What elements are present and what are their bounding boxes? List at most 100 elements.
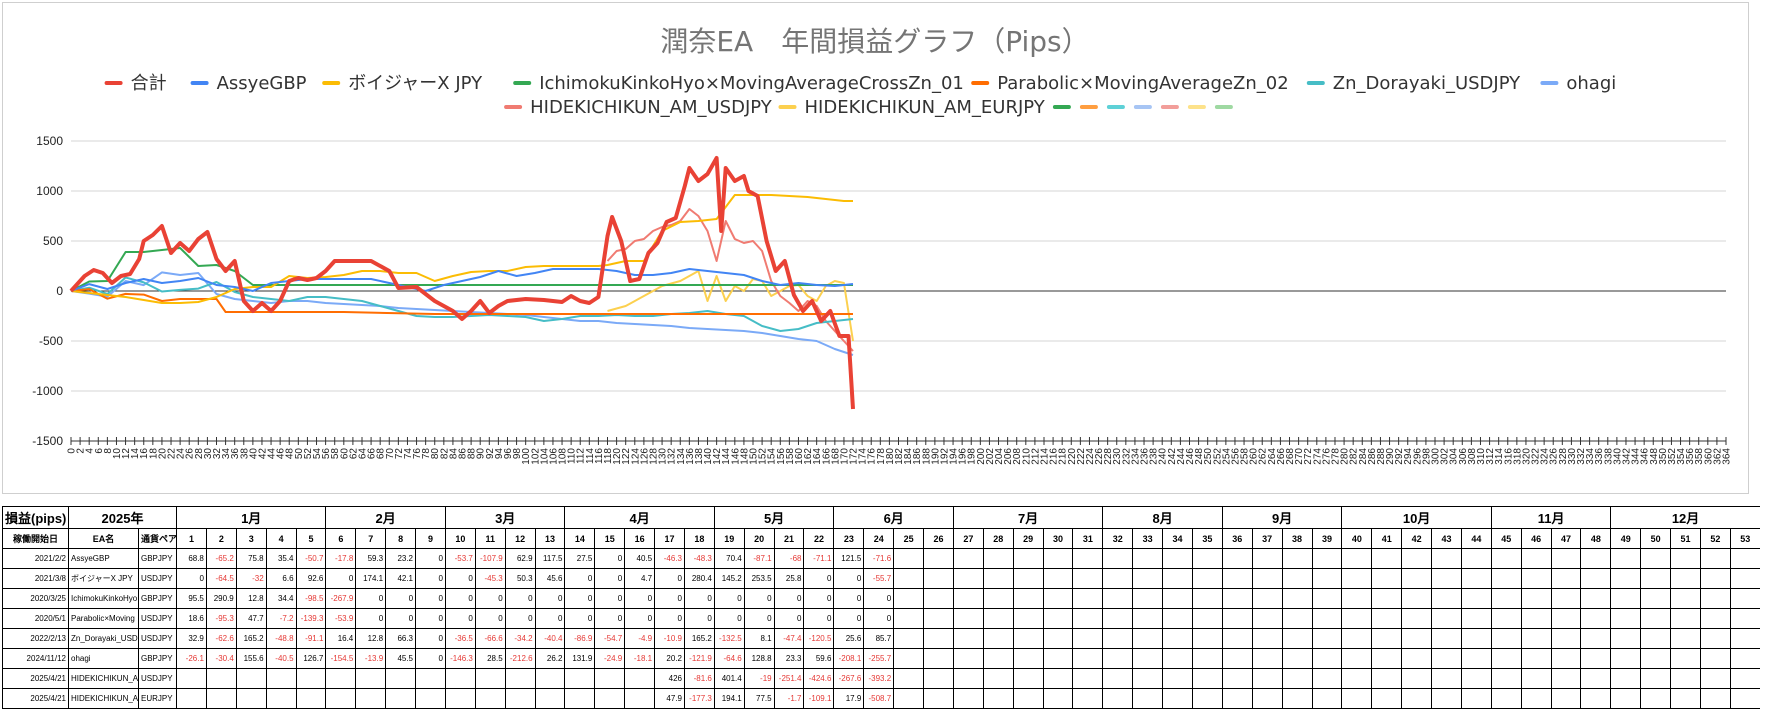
pips-cell: 0 (594, 548, 626, 569)
pips-cell: 4.7 (624, 568, 656, 589)
pips-cell (1102, 648, 1134, 669)
pips-cell (1341, 688, 1373, 709)
x-tick-label: 26 (185, 448, 196, 460)
pips-cell (1580, 668, 1612, 689)
pips-cell: -208.1 (833, 648, 865, 669)
x-tick-label: 218 (1058, 448, 1069, 465)
pips-cell (1132, 668, 1164, 689)
pips-cell: 85.7 (863, 628, 895, 649)
start-date-cell: 2021/2/2 (2, 548, 69, 569)
week-header: 48 (1580, 528, 1612, 549)
chart-container: 潤奈EA 年間損益グラフ（Pips） 合計 AssyeGBP ボイジャーX JPY I… (2, 2, 1749, 494)
pips-cell: 426 (654, 668, 685, 689)
pips-cell (1610, 548, 1642, 569)
pips-cell (1132, 688, 1164, 709)
pips-cell: 59.3 (355, 548, 387, 569)
table-row: 2025/4/21 HIDEKICHIKUN_A EURJPY 47.9 -177.3 1… (2, 688, 1760, 709)
x-tick-label: 298 (1421, 448, 1432, 465)
pips-cell (176, 668, 207, 689)
pips-cell (1610, 648, 1642, 669)
x-tick-label: 4 (85, 448, 96, 454)
table-row: 2020/3/25 IchimokuKinkoHyo GBPJPY 95.5 290.9… (2, 588, 1760, 609)
week-header: 12 (504, 528, 536, 549)
pips-cell: 0 (444, 588, 476, 609)
pips-cell: 70.4 (713, 548, 745, 569)
pips-cell (923, 608, 954, 629)
month-header: 10月 (1341, 506, 1492, 529)
x-tick-label: 82 (439, 448, 450, 460)
pips-cell (1191, 688, 1223, 709)
pips-cell (1162, 548, 1193, 569)
pips-cell: 131.9 (564, 648, 596, 669)
pips-cell (1162, 688, 1193, 709)
x-tick-label: 330 (1567, 448, 1578, 465)
chart-series (69, 156, 855, 410)
pips-cell: -139.3 (295, 608, 327, 629)
pips-cell: 0 (833, 588, 865, 609)
ea-name-cell: Zn_Dorayaki_USD (68, 628, 139, 649)
x-tick-label: 344 (1631, 448, 1642, 465)
pips-cell (1401, 628, 1433, 649)
pips-cell (1580, 548, 1612, 569)
pips-cell: 0 (863, 608, 895, 629)
x-tick-label: 136 (685, 448, 696, 465)
pips-cell: -54.7 (594, 628, 626, 649)
week-header: 32 (1102, 528, 1134, 549)
week-header: 35 (1191, 528, 1223, 549)
pips-cell (1162, 628, 1193, 649)
pips-cell: 0 (683, 608, 715, 629)
pips-cell: -26.1 (176, 648, 207, 669)
pips-cell: 17.9 (833, 688, 865, 709)
pips-cell (355, 668, 387, 689)
x-tick-label: 238 (1149, 448, 1160, 465)
week-header: 34 (1162, 528, 1193, 549)
x-tick-label: 256 (1230, 448, 1241, 465)
start-date-cell: 2024/11/12 (2, 648, 69, 669)
week-header: 31 (1072, 528, 1104, 549)
x-tick-label: 112 (576, 448, 587, 464)
pips-cell (1371, 688, 1403, 709)
pips-cell: 121.5 (833, 548, 865, 569)
pips-cell: -107.9 (474, 548, 506, 569)
pips-cell (1191, 628, 1223, 649)
pips-cell: -121.9 (683, 648, 715, 669)
pips-cell (1221, 688, 1253, 709)
pips-cell: 62.9 (504, 548, 536, 569)
pips-cell (1281, 648, 1313, 669)
month-header: 8月 (1102, 506, 1223, 529)
table-row: 2025/4/21 HIDEKICHIKUN_A USDJPY 426 -81.6 401… (2, 668, 1760, 689)
x-tick-label: 2 (76, 448, 87, 454)
pips-cell (1401, 648, 1433, 669)
pips-cell (1072, 668, 1104, 689)
pips-cell: -87.1 (743, 548, 775, 569)
pips-cell: 0 (594, 608, 626, 629)
pips-cell (893, 548, 925, 569)
pips-cell: 280.4 (683, 568, 715, 589)
pips-cell (1251, 688, 1283, 709)
x-tick-label: 0 (67, 448, 78, 454)
x-tick-label: 282 (1349, 448, 1360, 465)
x-tick-label: 220 (1067, 448, 1078, 465)
pips-cell (1311, 588, 1343, 609)
pips-cell: 126.7 (295, 648, 327, 669)
pips-cell (1371, 588, 1403, 609)
pips-cell: -4.9 (624, 628, 656, 649)
week-header: 15 (594, 528, 626, 549)
pips-cell (1191, 668, 1223, 689)
x-tick-label: 280 (1340, 448, 1351, 465)
pips-cell (1729, 608, 1760, 629)
pips-cell (893, 648, 925, 669)
weekly-pips-table-container: 損益(pips) 2025年 1月 2月 3月 4月 5月 6月 7月 8月 9月 10月 11月 12月… (2, 506, 1760, 717)
week-header: 33 (1132, 528, 1164, 549)
ea-name-cell: HIDEKICHIKUN_A (68, 688, 139, 709)
pips-cell: 0 (773, 608, 805, 629)
y-tick-label: -500 (39, 334, 63, 348)
pips-cell: -1.7 (773, 688, 805, 709)
pips-cell (1311, 628, 1343, 649)
pips-cell: 0 (654, 568, 685, 589)
pips-cell (923, 568, 954, 589)
pips-cell (1610, 608, 1642, 629)
month-header: 3月 (444, 506, 566, 529)
x-tick-label: 68 (376, 448, 387, 460)
legend-label: IchimokuKinkoHyo×MovingAverageCrossZn_01 (539, 73, 964, 94)
